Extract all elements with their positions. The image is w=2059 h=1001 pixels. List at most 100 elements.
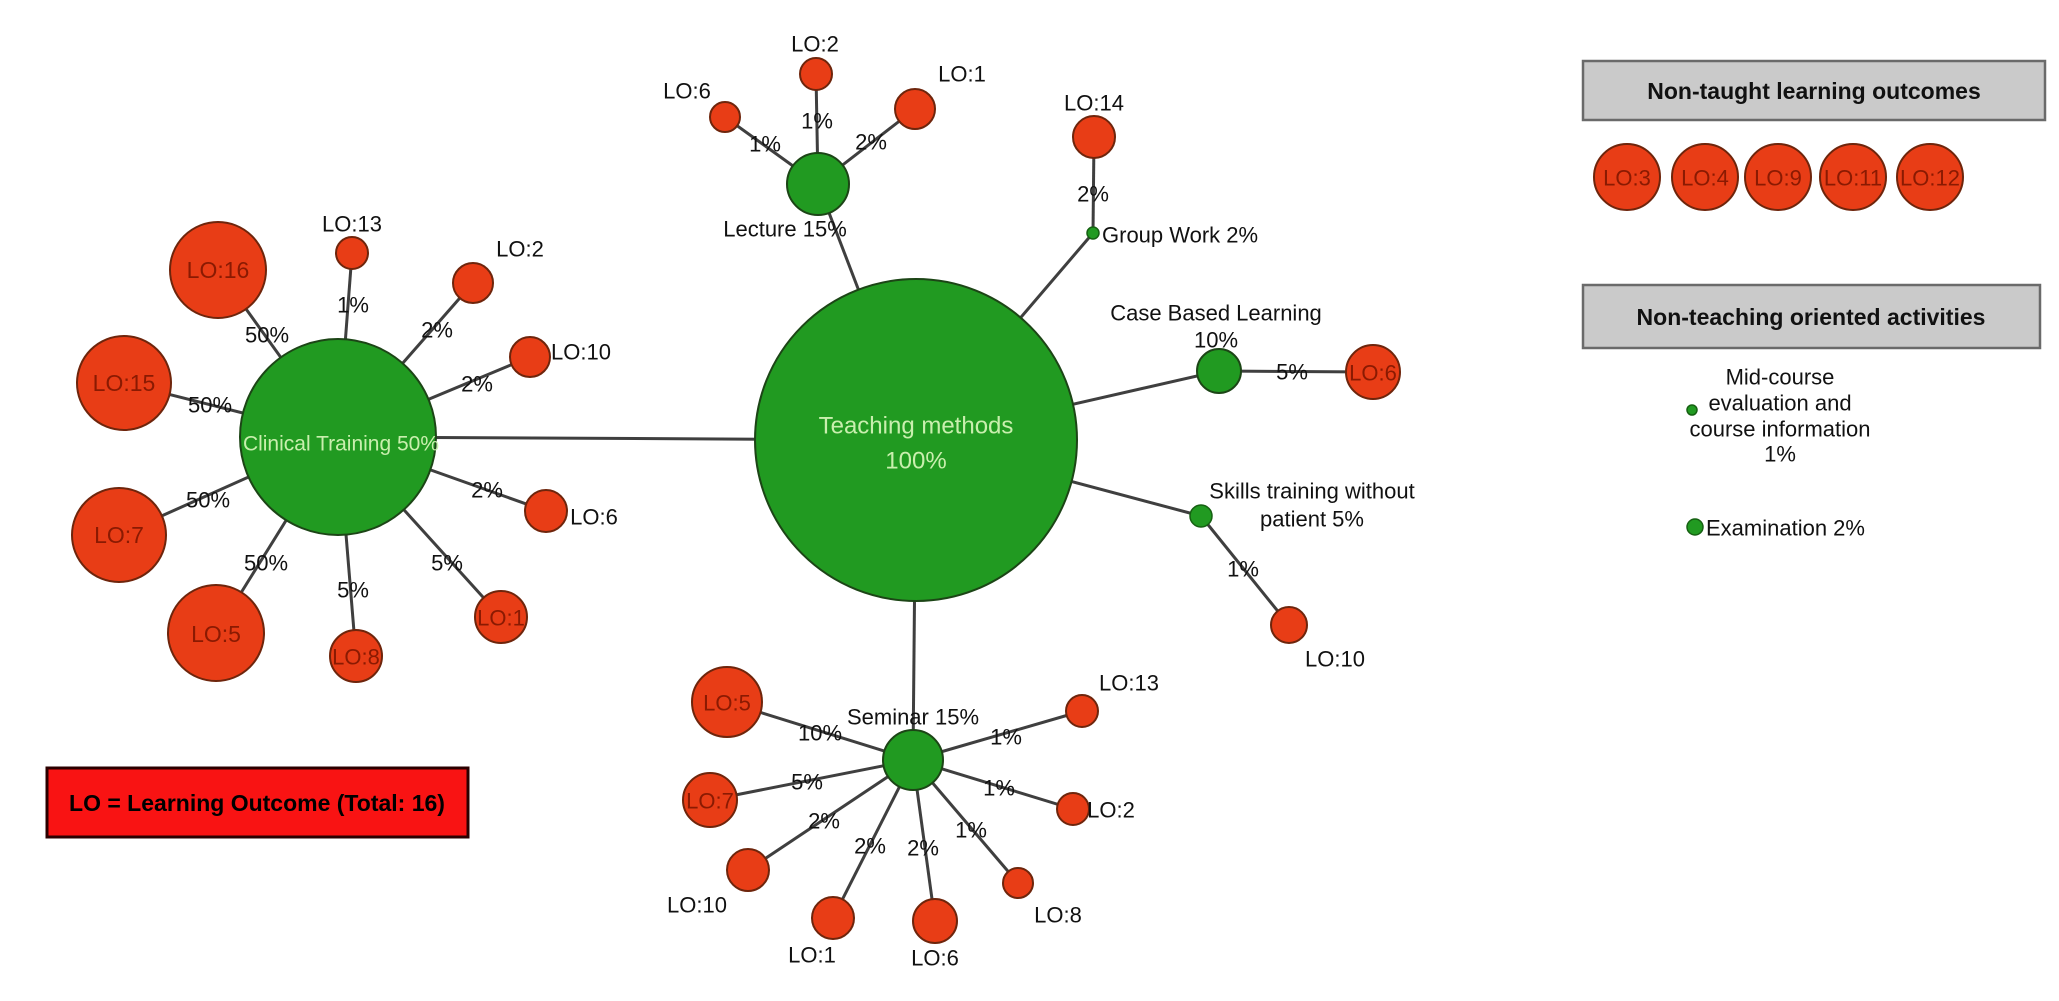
seminar-lo13-label: LO:13 (1099, 671, 1159, 696)
node-seminar-lo7 (682, 772, 738, 828)
node-clinical-lo10 (509, 336, 551, 378)
hub-label-line2: 100% (885, 448, 946, 475)
seminar-lo7-pct: 5% (791, 770, 823, 795)
node-seminar-lo5 (691, 666, 763, 738)
node-seminar-lo8 (1002, 867, 1034, 899)
clinical-lo16-label: LO:16 (187, 257, 250, 283)
seminar-lo10-label: LO:10 (667, 893, 727, 918)
seminar-label: Seminar 15% (847, 705, 979, 730)
panel-non-teaching: Non-teaching oriented activities Mid-cou… (1581, 283, 2042, 541)
examination-dot (1686, 518, 1704, 536)
seminar-lo7-label: LO:7 (686, 789, 734, 814)
clinical-lo2-label: LO:2 (496, 237, 544, 262)
lecture-lo1-label: LO:1 (938, 62, 986, 87)
clinical-lo13-label: LO:13 (322, 212, 382, 237)
midcourse-line4: 1% (1764, 442, 1796, 467)
node-lecture-lo6 (709, 101, 741, 133)
skills-label-line1: Skills training without (1209, 479, 1414, 504)
clinical-lo6-label: LO:6 (570, 505, 618, 530)
seminar-lo8-pct: 1% (955, 818, 987, 843)
node-lecture (786, 152, 850, 216)
seminar-lo6-pct: 2% (907, 836, 939, 861)
node-case-based-learning (1196, 348, 1242, 394)
clinical-lo16-pct: 50% (245, 323, 289, 348)
node-lecture-lo1 (894, 88, 936, 130)
non-taught-lo9-label: LO:9 (1754, 166, 1802, 191)
midcourse-dot (1686, 404, 1698, 416)
clinical-lo1-label: LO:1 (477, 606, 525, 631)
clinical-lo5-label: LO:5 (191, 621, 241, 647)
clinical-lo7-label: LO:7 (94, 522, 144, 548)
non-taught-lo11-label: LO:11 (1824, 166, 1882, 191)
node-seminar-lo6 (912, 898, 958, 944)
hub-label-line1: Teaching methods (819, 413, 1014, 440)
seminar-lo8-label: LO:8 (1034, 903, 1082, 928)
clinical-lo13-pct: 1% (337, 293, 369, 318)
clinical-lo5-pct: 50% (244, 551, 288, 576)
edge-skills-lo10 (1199, 515, 1291, 626)
node-seminar-lo13 (1065, 694, 1099, 728)
node-clinical-lo16 (169, 221, 267, 319)
non-taught-lo12-label: LO:12 (1900, 166, 1960, 191)
skills-label-line2: patient 5% (1260, 507, 1364, 532)
node-clinical-lo8 (329, 629, 383, 683)
midcourse-line3: course information (1690, 417, 1871, 442)
edge-seminar-lo7 (709, 758, 914, 802)
nodes (71, 57, 1401, 944)
node-seminar-lo1 (811, 896, 855, 940)
seminar-lo2-pct: 1% (983, 776, 1015, 801)
clinical-lo8-pct: 5% (337, 578, 369, 603)
node-clinical-lo2 (452, 262, 494, 304)
clinical-lo10-label: LO:10 (551, 340, 611, 365)
examination-label: Examination 2% (1706, 516, 1865, 541)
non-teaching-title: Non-teaching oriented activities (1637, 304, 1986, 330)
clinical-lo10-pct: 2% (461, 372, 493, 397)
non-teaching-title-box (1581, 283, 2042, 350)
skills-lo10-pct: 1% (1227, 557, 1259, 582)
node-seminar-lo2 (1056, 792, 1090, 826)
group-work-lo14-pct: 2% (1077, 182, 1109, 207)
clinical-lo1-pct: 5% (431, 551, 463, 576)
clinical-label: Clinical Training 50% (243, 433, 439, 456)
node-clinical-lo6 (524, 489, 568, 533)
clinical-lo15-pct: 50% (188, 393, 232, 418)
node-non-taught-lo3 (1593, 143, 1661, 211)
legend: LO = Learning Outcome (Total: 16) (45, 766, 470, 839)
seminar-lo10-pct: 2% (808, 809, 840, 834)
legend-box (45, 766, 470, 839)
lecture-lo6-label: LO:6 (663, 79, 711, 104)
seminar-lo13-pct: 1% (990, 725, 1022, 750)
clinical-lo15-label: LO:15 (93, 370, 156, 396)
node-clinical-training (239, 338, 437, 536)
edge-seminar-lo10 (747, 758, 914, 872)
midcourse-line2: evaluation and (1708, 391, 1851, 416)
seminar-lo5-label: LO:5 (703, 691, 751, 716)
node-non-taught-lo12 (1896, 143, 1964, 211)
skills-lo10-label: LO:10 (1305, 647, 1365, 672)
lecture-lo2-pct: 1% (801, 109, 833, 134)
node-skills-training (1189, 504, 1213, 528)
cbl-lo6-pct: 5% (1276, 360, 1308, 385)
group-work-label: Group Work 2% (1102, 223, 1258, 248)
non-taught-lo4-label: LO:4 (1681, 166, 1729, 191)
non-taught-title-box (1581, 59, 2047, 122)
lecture-lo6-pct: 1% (749, 132, 781, 157)
seminar-lo1-pct: 2% (854, 834, 886, 859)
midcourse-line1: Mid-course (1726, 365, 1835, 390)
node-lecture-lo2 (799, 57, 833, 91)
seminar-lo5-pct: 10% (798, 721, 842, 746)
cbl-label-line1: Case Based Learning (1110, 301, 1322, 326)
non-taught-title: Non-taught learning outcomes (1647, 78, 1981, 104)
clinical-lo6-pct: 2% (471, 478, 503, 503)
cbl-lo6-label: LO:6 (1349, 361, 1397, 386)
node-skills-lo10 (1270, 606, 1308, 644)
clinical-lo7-pct: 50% (186, 488, 230, 513)
node-seminar (882, 729, 944, 791)
node-non-taught-lo9 (1744, 143, 1812, 211)
lecture-lo1-pct: 2% (855, 130, 887, 155)
clinical-lo2-pct: 2% (421, 318, 453, 343)
clinical-lo8-label: LO:8 (332, 645, 380, 670)
graph-labels: Teaching methods 100% Clinical Training … (93, 32, 1415, 971)
